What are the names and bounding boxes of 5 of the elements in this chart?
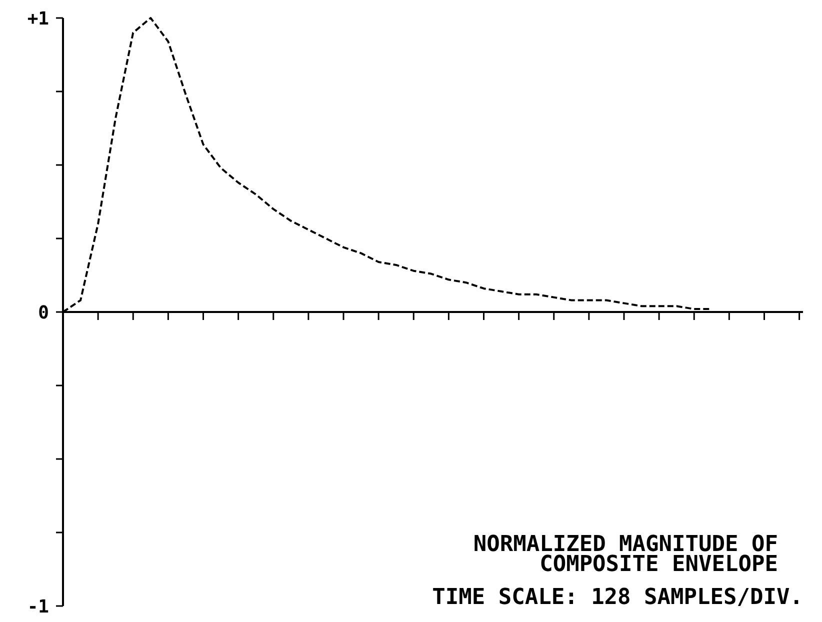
y-tick-label: 0 [38,302,49,324]
y-tick-label: +1 [27,8,49,30]
y-tick-label: -1 [27,596,49,618]
text: NORMALIZED MAGNITUDE OF COMPOSITE ENVELOPE [473,532,778,577]
annotation: TIME SCALE: 128 SAMPLES/DIV. [432,585,803,610]
